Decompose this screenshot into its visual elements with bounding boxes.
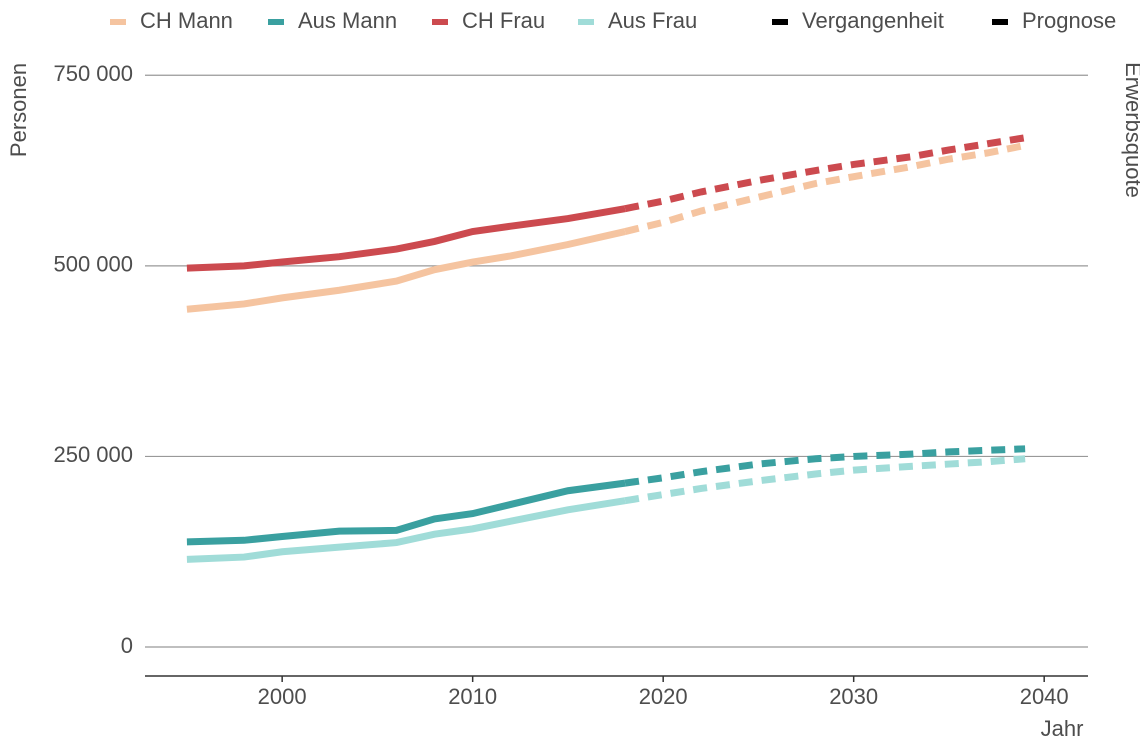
y-axis-label: Personen (6, 63, 31, 157)
y-tick-label: 250 000 (53, 442, 133, 467)
legend-label: Aus Mann (298, 8, 397, 33)
line-forecast (624, 445, 1026, 487)
y-tick-label: 0 (121, 633, 133, 658)
x-tick-label: 2030 (829, 684, 878, 709)
line-past (186, 205, 626, 272)
line-forecast (624, 455, 1026, 505)
line-forecast (624, 141, 1026, 235)
y-tick-label: 500 000 (53, 252, 133, 277)
x-tick-label: 2000 (258, 684, 307, 709)
y-tick-label: 750 000 (53, 61, 133, 86)
x-tick-label: 2040 (1020, 684, 1069, 709)
legend-label: Aus Frau (608, 8, 697, 33)
line-past (186, 497, 626, 563)
legend-label: Prognose (1022, 8, 1116, 33)
legend-label: CH Mann (140, 8, 233, 33)
x-axis-label: Jahr (1041, 716, 1084, 741)
line-past (186, 228, 626, 313)
x-tick-label: 2010 (448, 684, 497, 709)
line-forecast (624, 134, 1026, 213)
line-past (186, 479, 626, 546)
x-tick-label: 2020 (639, 684, 688, 709)
legend-label: Vergangenheit (802, 8, 944, 33)
y2-axis-label: Erwerbsquote (1121, 62, 1140, 198)
legend-label: CH Frau (462, 8, 545, 33)
